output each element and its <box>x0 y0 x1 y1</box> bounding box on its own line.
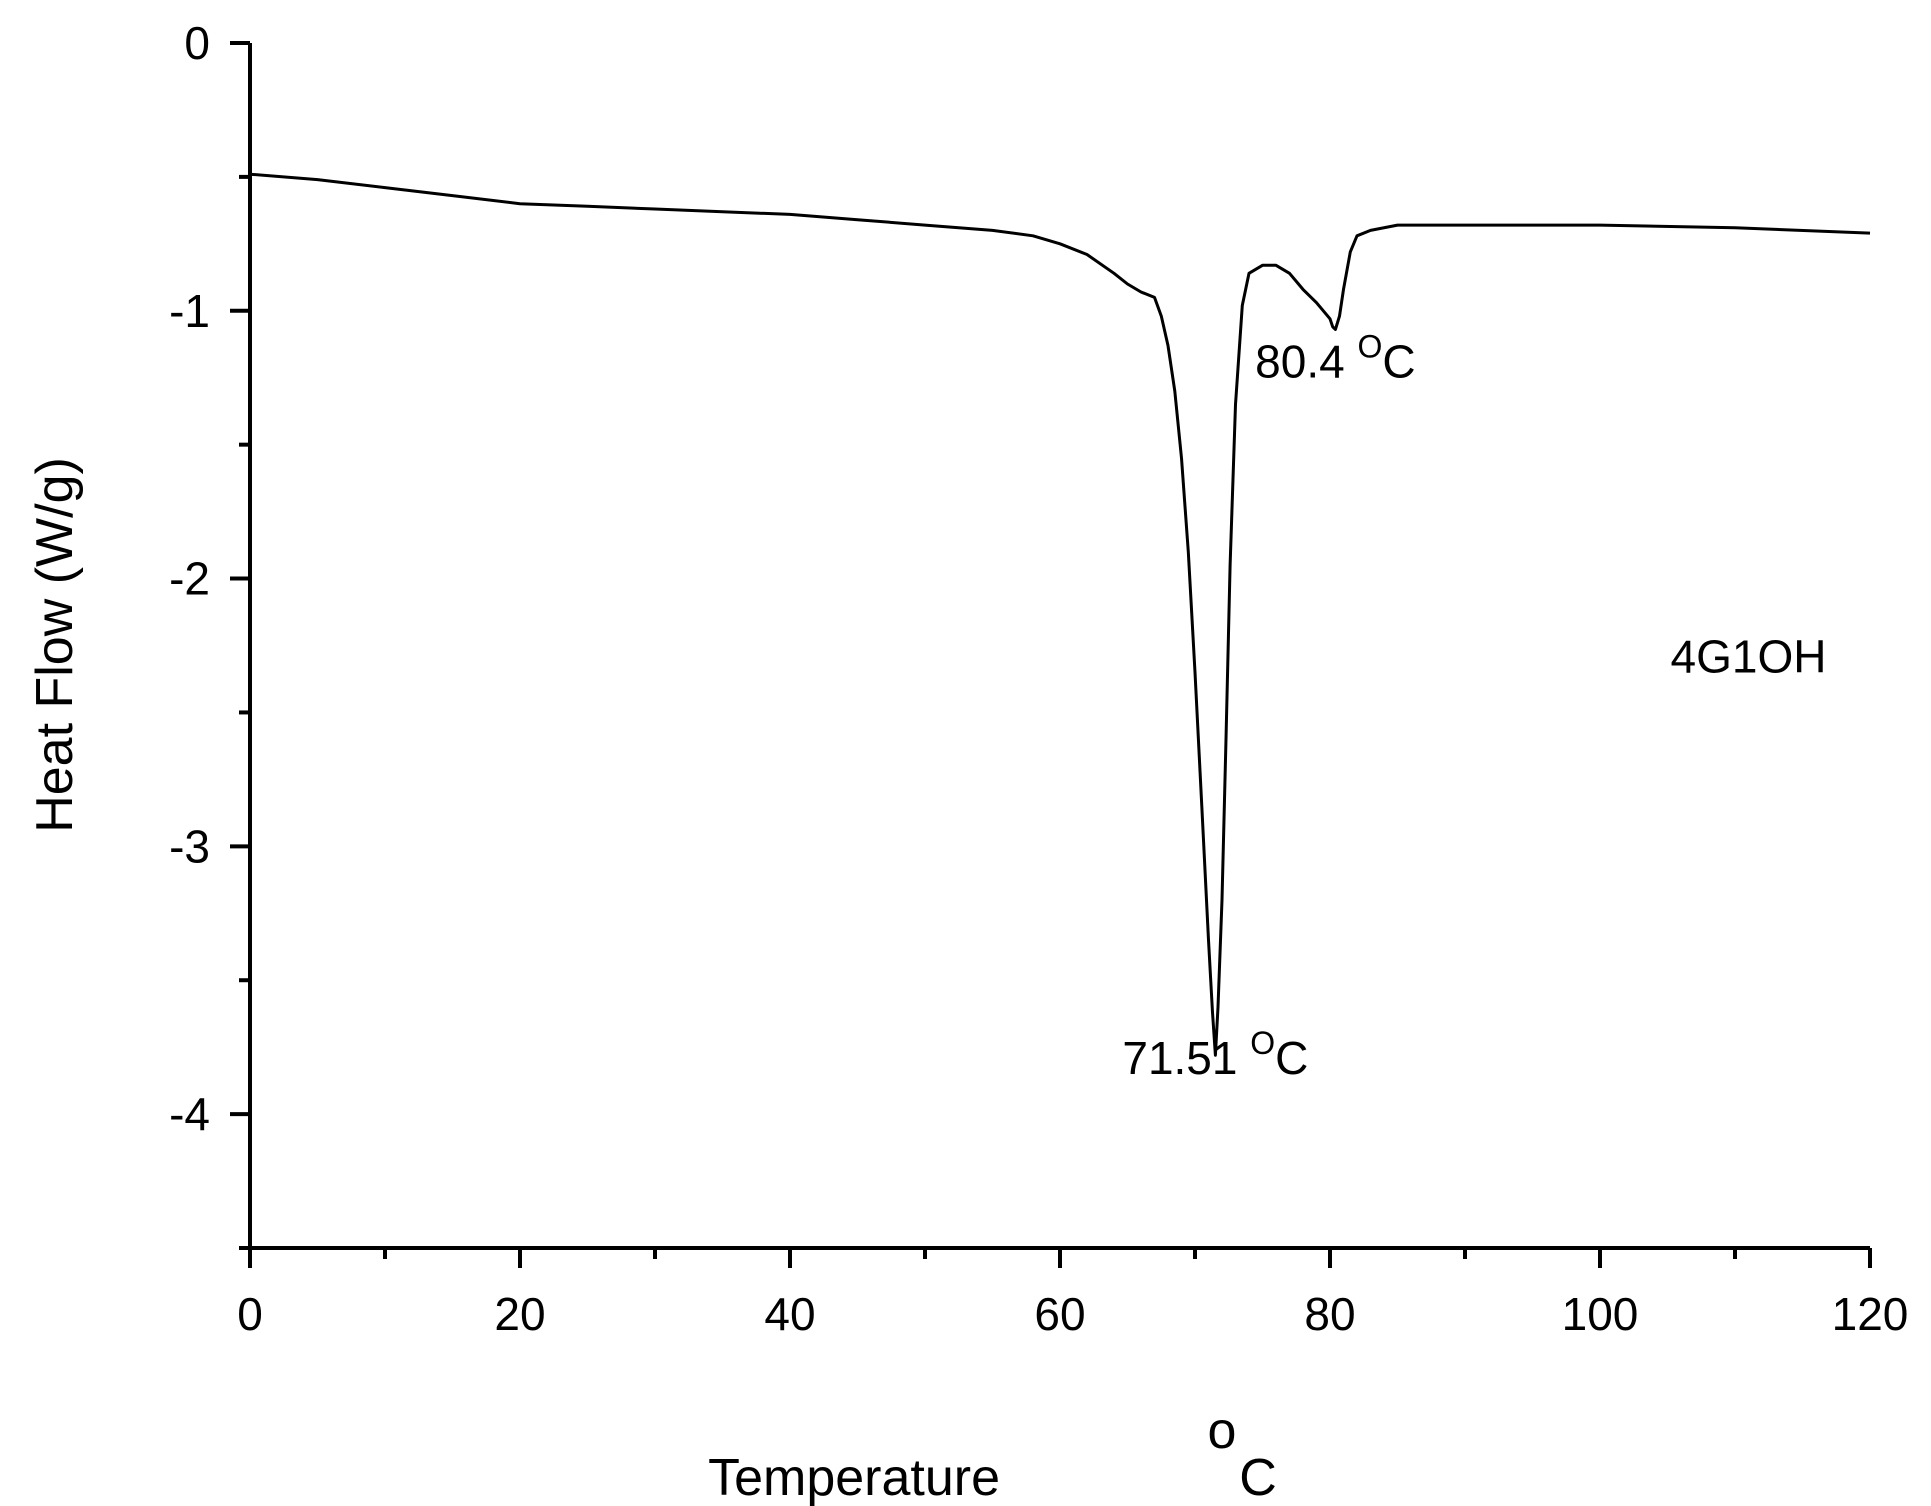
y-tick-label: 0 <box>184 17 210 69</box>
ticks <box>230 41 1872 1268</box>
x-axis-unit-superscript: o <box>1208 1402 1237 1460</box>
x-tick-label: 80 <box>1304 1288 1355 1340</box>
x-tick-label: 20 <box>494 1288 545 1340</box>
dsc-curve <box>249 172 1871 1057</box>
x-tick-label: 100 <box>1562 1288 1639 1340</box>
x-tick-label: 120 <box>1832 1288 1909 1340</box>
x-tick-label: 60 <box>1034 1288 1085 1340</box>
peak-temperature-label: 71.51 OC <box>1122 1025 1308 1084</box>
peak-temperature-label: 80.4 OC <box>1255 329 1415 388</box>
x-tick-label: 0 <box>237 1288 263 1340</box>
annotations: 71.51 OC 80.4 OC 4G1OH <box>1122 329 1826 1084</box>
x-axis-title-group: Temperature o C <box>708 1402 1277 1506</box>
x-tick-label: 40 <box>764 1288 815 1340</box>
y-tick-label: -2 <box>169 553 210 605</box>
y-tick-label: -3 <box>169 820 210 872</box>
sample-label: 4G1OH <box>1671 630 1827 682</box>
axes <box>248 43 1870 1250</box>
tick-labels: 0 20 40 60 80 100 120 0 -1 -2 -3 -4 <box>169 17 1908 1340</box>
series-group <box>249 172 1871 1057</box>
y-tick-label: -4 <box>169 1088 210 1140</box>
x-axis-unit: C <box>1239 1449 1277 1506</box>
x-axis-title: Temperature <box>708 1449 1000 1506</box>
y-tick-label: -1 <box>169 285 210 337</box>
y-axis-title: Heat Flow (W/g) <box>26 457 84 833</box>
